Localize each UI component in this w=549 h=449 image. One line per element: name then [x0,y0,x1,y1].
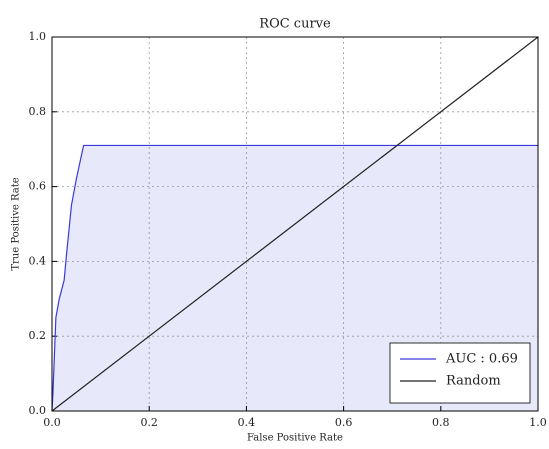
legend-label: Random [446,374,501,389]
y-tick-label: 0.0 [29,404,47,417]
plot-frame [51,36,539,412]
x-tick-label: 1.0 [529,416,547,429]
y-axis-label: True Positive Rate [11,177,22,270]
line [51,36,539,412]
x-tick-label: 0.8 [432,416,450,429]
y-tick-label: 0.4 [29,254,47,267]
legend [389,342,531,404]
y-tick-label: 0.6 [29,180,47,193]
x-tick-label: 0.0 [43,416,61,429]
x-tick-label: 0.2 [140,416,158,429]
y-tick-label: 0.8 [29,105,47,118]
x-tick-label: 0.4 [238,416,256,429]
x-axis-label: False Positive Rate [247,433,343,444]
line [51,144,538,412]
legend-label: AUC : 0.69 [445,352,518,367]
y-tick-label: 1.0 [29,30,47,43]
y-tick-label: 0.2 [29,329,47,342]
chart-title: ROC curve [259,17,331,32]
x-tick-label: 0.6 [335,416,353,429]
